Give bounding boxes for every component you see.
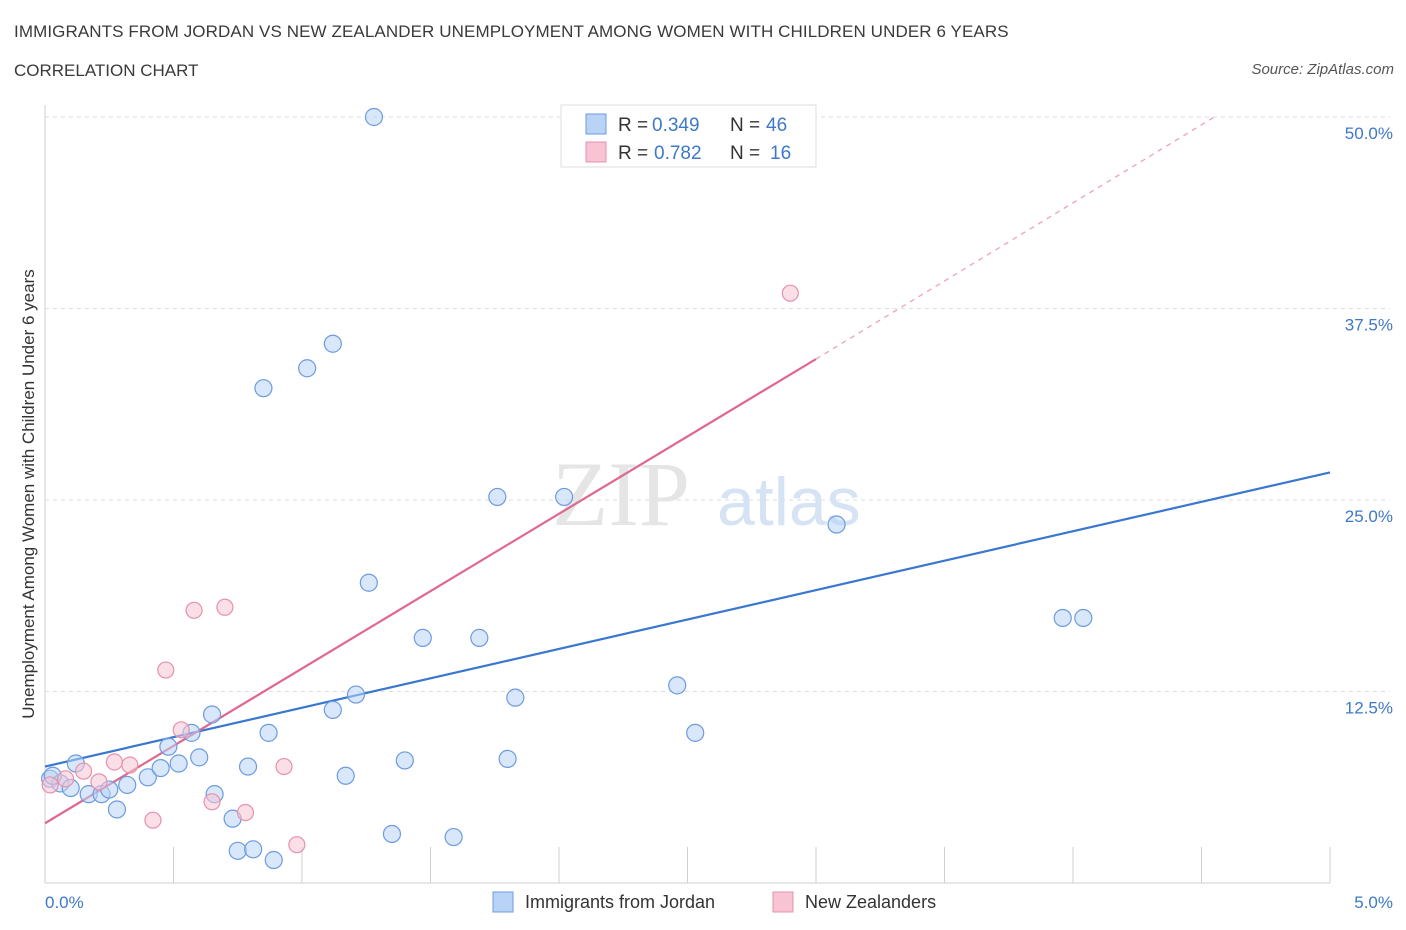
point-jordan <box>488 487 507 507</box>
point-nz <box>144 811 162 829</box>
source-label: Source: ZipAtlas.com <box>1251 61 1394 78</box>
x-tick-label-max: 5.0% <box>1354 893 1393 912</box>
point-jordan <box>118 775 137 795</box>
y-axis-label: Unemployment Among Women with Children U… <box>19 269 38 718</box>
series-immigrants-from-jordan-points <box>41 107 1093 870</box>
y-tick-label: 12.5% <box>1345 699 1393 718</box>
y-tick-label: 25.0% <box>1345 507 1393 526</box>
point-jordan <box>346 685 366 704</box>
point-jordan <box>202 705 222 724</box>
series-legend: Immigrants from Jordan New Zealanders <box>492 891 936 913</box>
point-jordan <box>498 749 517 769</box>
legend-n-label-2: N = <box>730 143 760 164</box>
y-tick-labels: 12.5% 25.0% 37.5% 50.0% <box>1345 124 1393 718</box>
point-jordan <box>555 487 574 507</box>
correlation-legend: R = 0.349 N = 46 R = 0.782 N = 16 <box>560 104 817 168</box>
chart-title: IMMIGRANTS FROM JORDAN VS NEW ZEALANDER … <box>14 22 1009 41</box>
point-jordan <box>238 757 258 776</box>
point-jordan <box>323 700 342 719</box>
point-nz <box>172 721 190 739</box>
bottom-legend-label-nz: New Zealanders <box>805 892 936 912</box>
point-nz <box>121 756 139 774</box>
legend-r-value-1: 0.349 <box>652 115 700 136</box>
point-nz <box>275 757 293 776</box>
point-nz <box>236 803 255 822</box>
watermark-zip: ZIP <box>552 443 690 545</box>
point-jordan <box>228 841 247 860</box>
series-new-zealanders-points <box>41 284 799 854</box>
point-jordan <box>444 827 463 847</box>
point-nz <box>74 762 93 780</box>
point-jordan <box>359 573 378 592</box>
legend-swatch-blue <box>585 113 607 135</box>
point-jordan <box>470 628 489 647</box>
point-nz <box>203 793 221 811</box>
point-jordan <box>138 768 157 787</box>
legend-swatch-pink <box>585 141 607 163</box>
trend-line-nz-extension <box>815 116 1215 360</box>
point-jordan <box>244 840 263 859</box>
point-jordan <box>259 723 278 742</box>
trend-line-nz <box>44 358 817 825</box>
y-tick-label: 50.0% <box>1345 124 1393 143</box>
point-jordan <box>686 723 705 742</box>
point-jordan <box>336 766 355 785</box>
legend-n-value-2: 16 <box>770 143 791 164</box>
legend-n-value-1: 46 <box>766 115 787 136</box>
y-tick-label: 37.5% <box>1345 316 1393 335</box>
point-jordan <box>190 748 209 767</box>
point-nz <box>90 773 108 791</box>
point-jordan <box>668 676 687 695</box>
point-jordan <box>1074 608 1093 628</box>
point-nz <box>185 601 203 619</box>
bottom-legend-swatch-blue <box>492 891 514 913</box>
point-jordan <box>151 758 170 778</box>
point-jordan <box>264 850 283 870</box>
point-nz <box>41 776 59 794</box>
point-jordan <box>298 359 317 378</box>
legend-n-label-1: N = <box>730 115 760 136</box>
grid-lines <box>45 116 1390 692</box>
bottom-legend-label-jordan: Immigrants from Jordan <box>525 892 715 912</box>
point-nz <box>781 284 799 302</box>
point-nz <box>105 753 123 771</box>
point-jordan <box>364 107 384 127</box>
point-jordan <box>159 737 178 756</box>
chart-subtitle: CORRELATION CHART <box>14 61 199 80</box>
point-nz <box>56 770 75 788</box>
point-nz <box>216 598 234 616</box>
point-nz <box>288 836 306 854</box>
point-jordan <box>382 824 402 844</box>
legend-r-label-1: R = <box>618 115 648 136</box>
trend-line-jordan <box>44 471 1331 768</box>
point-jordan <box>169 754 188 773</box>
x-tick-label-min: 0.0% <box>45 893 84 912</box>
legend-r-label-2: R = <box>618 143 648 164</box>
point-jordan <box>395 751 414 770</box>
point-jordan <box>413 628 432 647</box>
x-tick-marks <box>173 847 1331 883</box>
point-jordan <box>1053 608 1072 628</box>
point-jordan <box>323 334 342 353</box>
bottom-legend-swatch-pink <box>772 891 794 913</box>
point-jordan <box>506 688 525 707</box>
point-nz <box>157 661 175 679</box>
point-jordan <box>107 800 127 819</box>
legend-r-value-2: 0.782 <box>654 143 702 164</box>
point-jordan <box>254 379 273 398</box>
point-jordan <box>827 515 846 534</box>
watermark: ZIP atlas <box>552 443 861 545</box>
